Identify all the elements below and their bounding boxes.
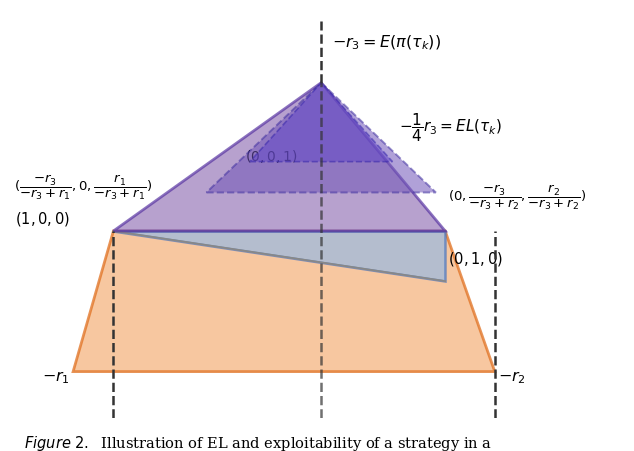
Polygon shape: [73, 231, 495, 372]
Text: $-\dfrac{1}{4}r_3 = EL(\tau_k)$: $-\dfrac{1}{4}r_3 = EL(\tau_k)$: [399, 111, 501, 144]
Polygon shape: [250, 83, 392, 162]
Polygon shape: [113, 83, 445, 231]
Text: $-r_1$: $-r_1$: [42, 368, 70, 385]
Text: $(0, 1, 0)$: $(0, 1, 0)$: [448, 249, 503, 267]
Text: $(0, 0, 1)$: $(0, 0, 1)$: [245, 148, 298, 165]
Text: $(\dfrac{-r_3}{-r_3+r_1}, 0, \dfrac{r_1}{-r_3+r_1})$: $(\dfrac{-r_3}{-r_3+r_1}, 0, \dfrac{r_1}…: [14, 173, 152, 202]
Text: $(1, 0, 0)$: $(1, 0, 0)$: [15, 210, 70, 228]
Polygon shape: [113, 231, 445, 281]
Text: $(0, \dfrac{-r_3}{-r_3+r_2}, \dfrac{r_2}{-r_3+r_2})$: $(0, \dfrac{-r_3}{-r_3+r_2}, \dfrac{r_2}…: [448, 184, 586, 212]
Text: $-r_3 = E(\pi(\tau_k))$: $-r_3 = E(\pi(\tau_k))$: [332, 33, 441, 51]
Text: $-r_2$: $-r_2$: [498, 368, 526, 385]
Text: $\it{Figure}$ $\it{2.}$  Illustration of EL and exploitability of a strategy in : $\it{Figure}$ $\it{2.}$ Illustration of …: [23, 433, 492, 451]
Polygon shape: [207, 83, 436, 193]
